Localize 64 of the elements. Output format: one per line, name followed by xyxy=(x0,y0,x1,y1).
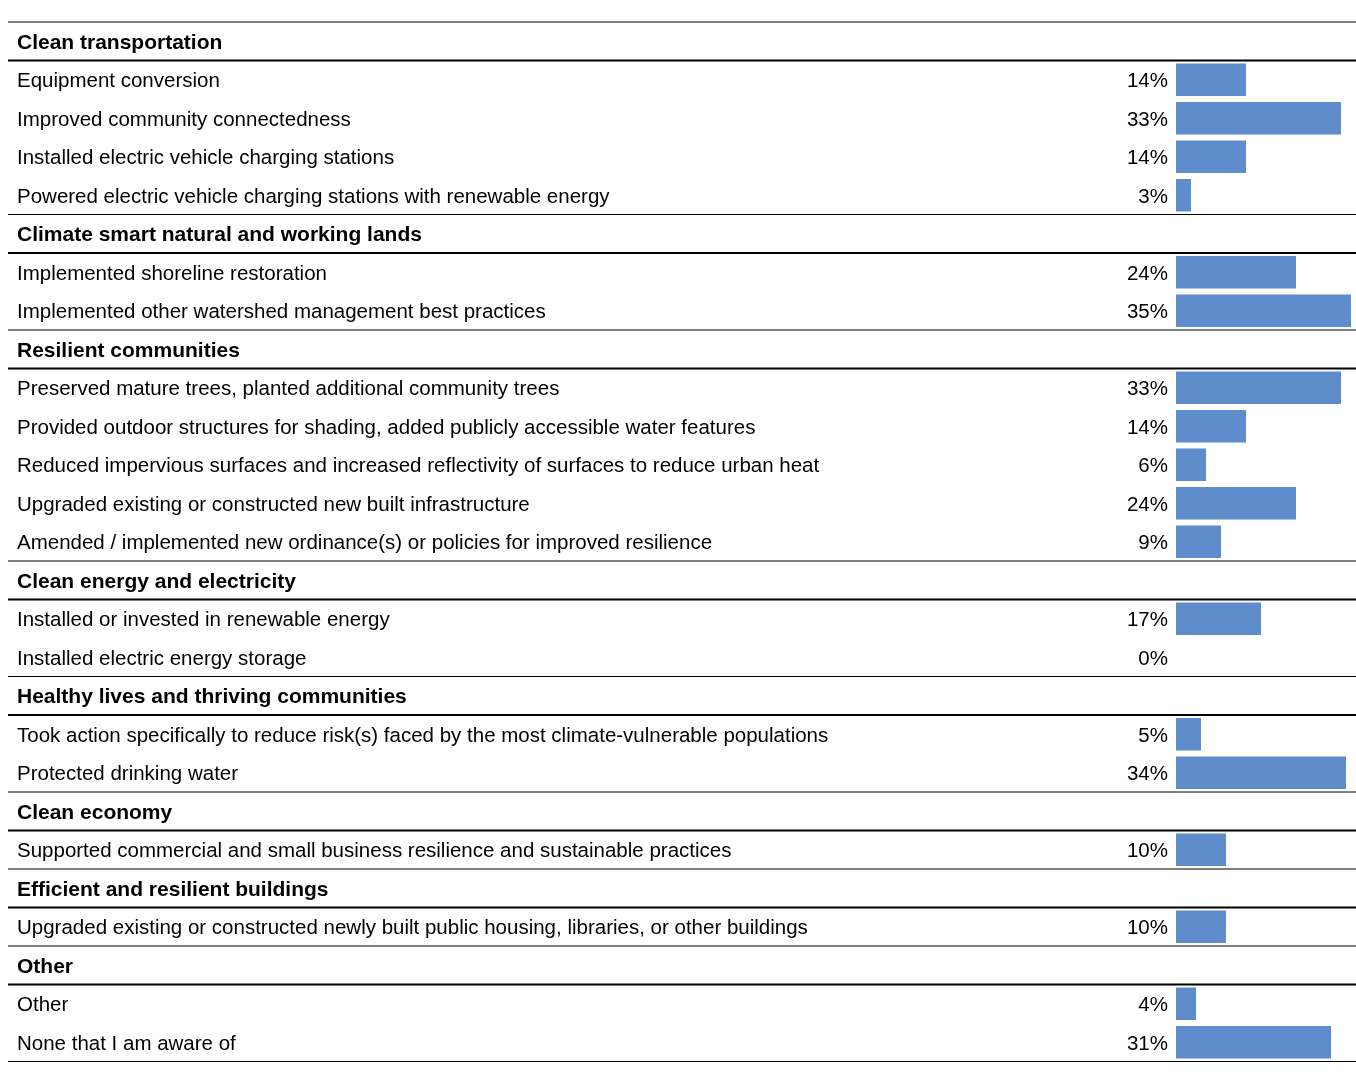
y-tick-label: Implemented other watershed management best practices xyxy=(17,299,546,323)
y-tick-label: Healthy lives and thriving communities xyxy=(17,684,407,708)
bar xyxy=(1176,256,1296,289)
bar xyxy=(1176,756,1346,789)
bar xyxy=(1176,140,1246,173)
bar xyxy=(1176,448,1206,481)
y-tick-label: Resilient communities xyxy=(17,337,240,361)
data-label: 0% xyxy=(1138,645,1168,669)
y-tick-label: Amended / implemented new ordinance(s) or policies for improved resilience xyxy=(17,530,713,554)
data-label: 10% xyxy=(1126,838,1168,862)
data-label: 14% xyxy=(1126,68,1168,92)
data-label: 3% xyxy=(1138,183,1168,207)
y-tick-label: Powered electric vehicle charging stations with renewable energy xyxy=(17,183,611,207)
bar xyxy=(1176,833,1226,866)
y-tick-label: Protected drinking water xyxy=(17,761,239,785)
y-tick-label: Equipment conversion xyxy=(17,68,220,92)
bar xyxy=(1176,1026,1331,1059)
y-tick-label: Clean economy xyxy=(17,799,173,823)
bar xyxy=(1176,102,1341,135)
y-tick-label: Upgraded existing or constructed new built infrastructure xyxy=(17,491,530,515)
data-label: 33% xyxy=(1126,376,1168,400)
data-label: 35% xyxy=(1126,299,1168,323)
bar xyxy=(1176,371,1341,404)
y-tick-label: Reduced impervious surfaces and increased reflectivity of surfaces to reduce urban heat xyxy=(17,453,820,477)
bar xyxy=(1176,602,1261,635)
y-tick-label: Other xyxy=(17,953,74,977)
data-label: 17% xyxy=(1126,607,1168,631)
data-label: 34% xyxy=(1126,761,1168,785)
y-tick-label: Implemented shoreline restoration xyxy=(17,260,327,284)
y-tick-label: None that I am aware of xyxy=(17,1030,237,1054)
y-tick-label: Other xyxy=(17,992,69,1016)
bar xyxy=(1176,525,1221,558)
y-tick-label: Installed electric energy storage xyxy=(17,645,307,669)
bar xyxy=(1176,410,1246,443)
data-label: 10% xyxy=(1126,915,1168,939)
bar xyxy=(1176,487,1296,520)
bar xyxy=(1176,987,1196,1020)
y-tick-label: Installed electric vehicle charging stations xyxy=(17,145,395,169)
y-tick-label: Supported commercial and small business resilience and sustainable practices xyxy=(17,838,732,862)
data-label: 5% xyxy=(1138,722,1168,746)
data-label: 24% xyxy=(1126,491,1168,515)
y-tick-label: Installed or invested in renewable energy xyxy=(17,607,391,631)
data-label: 9% xyxy=(1138,530,1168,554)
data-label: 31% xyxy=(1126,1030,1168,1054)
y-tick-label: Preserved mature trees, planted additional community trees xyxy=(17,376,560,400)
data-label: 24% xyxy=(1126,260,1168,284)
y-tick-label: Upgraded existing or constructed newly built public housing, libraries, or other buildings xyxy=(17,915,808,939)
data-label: 14% xyxy=(1126,145,1168,169)
y-tick-label: Clean energy and electricity xyxy=(17,568,297,592)
data-label: 33% xyxy=(1126,106,1168,130)
bar xyxy=(1176,718,1201,751)
bar xyxy=(1176,910,1226,943)
y-tick-label: Provided outdoor structures for shading, added publicly accessible water features xyxy=(17,414,756,438)
y-tick-label: Improved community connectedness xyxy=(17,106,351,130)
bar xyxy=(1176,179,1191,212)
bar xyxy=(1176,63,1246,96)
data-label: 14% xyxy=(1126,414,1168,438)
y-tick-label: Efficient and resilient buildings xyxy=(17,876,329,900)
data-label: 6% xyxy=(1138,453,1168,477)
bar xyxy=(1176,294,1351,327)
y-tick-label: Climate smart natural and working lands xyxy=(17,222,422,246)
y-tick-label: Clean transportation xyxy=(17,29,223,53)
data-label: 4% xyxy=(1138,992,1168,1016)
y-tick-label: Took action specifically to reduce risk(s) faced by the most climate-vulnerable populations xyxy=(17,722,829,746)
